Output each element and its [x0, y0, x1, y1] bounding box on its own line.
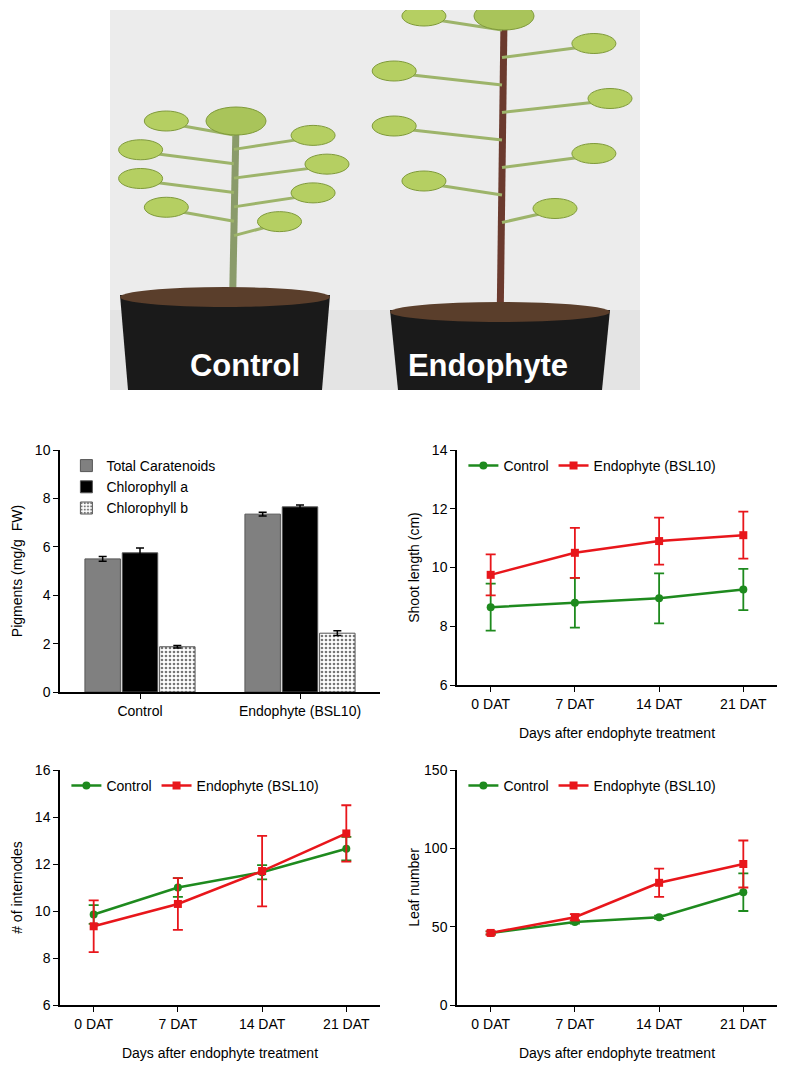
svg-text:# of internodes: # of internodes	[9, 841, 25, 934]
svg-text:Total Caratenoids: Total Caratenoids	[106, 458, 215, 474]
svg-text:Endophyte (BSL10): Endophyte (BSL10)	[594, 778, 716, 794]
svg-text:100: 100	[424, 840, 448, 856]
svg-text:14: 14	[432, 442, 448, 458]
svg-text:Leaf number: Leaf number	[406, 848, 422, 927]
svg-text:Pigments (mg/g FW): Pigments (mg/g FW)	[9, 505, 25, 637]
svg-text:10: 10	[432, 559, 448, 575]
svg-text:Endophyte (BSL10): Endophyte (BSL10)	[594, 458, 716, 474]
svg-text:21 DAT: 21 DAT	[720, 1016, 767, 1032]
svg-text:4: 4	[43, 587, 51, 603]
svg-text:10: 10	[35, 442, 51, 458]
svg-text:16: 16	[35, 762, 51, 778]
svg-text:Endophyte: Endophyte	[408, 348, 568, 383]
svg-text:Chlorophyll b: Chlorophyll b	[106, 500, 188, 516]
svg-text:Days after endophyte treatment: Days after endophyte treatment	[519, 725, 715, 741]
svg-text:6: 6	[43, 997, 51, 1013]
svg-text:0: 0	[43, 684, 51, 700]
svg-text:6: 6	[440, 677, 448, 693]
svg-text:14 DAT: 14 DAT	[636, 696, 683, 712]
svg-text:Control: Control	[117, 703, 162, 719]
svg-text:Days after endophyte treatment: Days after endophyte treatment	[519, 1045, 715, 1061]
svg-text:8: 8	[43, 950, 51, 966]
svg-text:14 DAT: 14 DAT	[239, 1016, 286, 1032]
svg-text:0 DAT: 0 DAT	[471, 696, 510, 712]
svg-text:Control: Control	[106, 778, 151, 794]
svg-text:Chlorophyll a: Chlorophyll a	[106, 479, 188, 495]
svg-text:Days after endophyte treatment: Days after endophyte treatment	[122, 1045, 318, 1061]
svg-text:12: 12	[35, 856, 51, 872]
svg-text:150: 150	[424, 762, 448, 778]
svg-text:Control: Control	[190, 348, 300, 383]
svg-text:Shoot length (cm): Shoot length (cm)	[406, 512, 422, 623]
svg-text:14: 14	[35, 809, 51, 825]
svg-text:7 DAT: 7 DAT	[556, 1016, 595, 1032]
svg-text:8: 8	[43, 490, 51, 506]
svg-text:Control: Control	[503, 458, 548, 474]
svg-text:6: 6	[43, 539, 51, 555]
svg-text:7 DAT: 7 DAT	[159, 1016, 198, 1032]
svg-text:0: 0	[440, 997, 448, 1013]
svg-text:50: 50	[432, 919, 448, 935]
svg-text:0 DAT: 0 DAT	[74, 1016, 113, 1032]
svg-text:2: 2	[43, 636, 51, 652]
svg-text:21 DAT: 21 DAT	[323, 1016, 370, 1032]
svg-text:7 DAT: 7 DAT	[556, 696, 595, 712]
svg-text:8: 8	[440, 618, 448, 634]
svg-text:0 DAT: 0 DAT	[471, 1016, 510, 1032]
svg-text:Endophyte (BSL10): Endophyte (BSL10)	[197, 778, 319, 794]
svg-text:12: 12	[432, 501, 448, 517]
svg-text:Endophyte (BSL10): Endophyte (BSL10)	[239, 703, 361, 719]
svg-text:14 DAT: 14 DAT	[636, 1016, 683, 1032]
svg-text:Control: Control	[503, 778, 548, 794]
svg-text:10: 10	[35, 903, 51, 919]
svg-text:21 DAT: 21 DAT	[720, 696, 767, 712]
